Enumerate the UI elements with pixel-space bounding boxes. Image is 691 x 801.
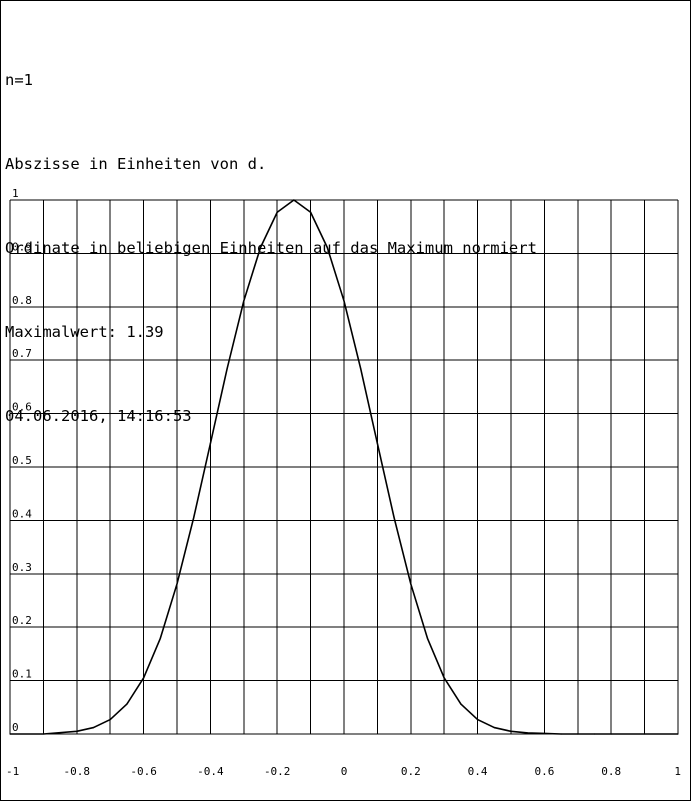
- header-ordinate-note: Ordinate in beliebigen Einheiten auf das…: [5, 239, 537, 257]
- data-point: [393, 517, 395, 519]
- x-tick-label: -0.8: [64, 765, 91, 778]
- data-point: [443, 677, 445, 679]
- y-tick-label: 0.3: [12, 561, 32, 574]
- y-tick-label: 0.7: [12, 347, 32, 360]
- x-tick-label: 0.6: [534, 765, 554, 778]
- data-point: [477, 718, 479, 721]
- data-point: [243, 300, 245, 302]
- plot-header: n=1 Abszisse in Einheiten von d. Ordinat…: [5, 10, 537, 458]
- data-point: [109, 718, 111, 721]
- x-tick-label: 0.2: [401, 765, 421, 778]
- header-max-value: Maximalwert: 1.39: [5, 323, 164, 341]
- y-tick-label: 0.2: [12, 614, 32, 627]
- y-tick-label: 0.6: [12, 401, 32, 414]
- header-n-value: n=1: [5, 71, 33, 89]
- data-point: [176, 583, 178, 585]
- data-point: [426, 637, 429, 640]
- y-tick-label: 1: [12, 187, 19, 200]
- x-tick-label: 1: [674, 765, 681, 778]
- data-point: [493, 726, 495, 729]
- y-tick-labels: 0 0.1 0.2 0.3 0.4 0.5 0.6 0.7 0.8 0.9 1: [12, 187, 32, 734]
- x-tick-label: 0.4: [468, 765, 488, 778]
- data-point: [259, 246, 262, 249]
- data-point: [126, 703, 128, 705]
- data-point: [326, 246, 328, 249]
- x-tick-label: -0.4: [197, 765, 224, 778]
- data-point: [360, 368, 362, 370]
- data-point: [410, 583, 412, 585]
- data-point: [527, 732, 529, 734]
- data-point: [543, 732, 546, 735]
- data-point: [310, 211, 312, 213]
- data-point: [593, 733, 596, 735]
- y-tick-label: 0.4: [12, 507, 32, 520]
- x-tick-label: -1: [6, 765, 19, 778]
- header-abscissa-note: Abszisse in Einheiten von d.: [5, 155, 267, 173]
- x-tick-label: 0.8: [601, 765, 621, 778]
- y-tick-label: 0.5: [12, 454, 32, 467]
- data-point: [460, 703, 462, 705]
- data-point: [226, 368, 228, 370]
- x-tick-label: -0.6: [130, 765, 157, 778]
- data-point: [610, 733, 612, 735]
- x-tick-labels: -1 -0.8 -0.6 -0.4 -0.2 0 0.2 0.4 0.6 0.8 1: [6, 765, 681, 778]
- data-point: [92, 726, 95, 729]
- chart-series-layer: [9, 199, 679, 735]
- data-point: [143, 677, 145, 679]
- data-point: [42, 733, 45, 735]
- header-timestamp: 04.06.2016, 14:16:53: [5, 407, 192, 425]
- y-tick-label: 0: [12, 721, 19, 734]
- data-point: [9, 733, 11, 735]
- data-point: [510, 730, 512, 732]
- data-point: [276, 211, 278, 213]
- x-tick-label: 0: [341, 765, 348, 778]
- y-tick-label: 0.9: [12, 240, 32, 253]
- y-tick-label: 0.8: [12, 294, 32, 307]
- data-point: [577, 733, 579, 735]
- data-point: [76, 730, 78, 732]
- data-point: [376, 442, 378, 445]
- chart-grid: [9, 199, 679, 735]
- data-point: [193, 517, 195, 519]
- data-point: [343, 300, 345, 302]
- data-point: [644, 733, 646, 735]
- data-point: [560, 733, 562, 735]
- x-tick-label: -0.2: [264, 765, 291, 778]
- data-point: [209, 442, 211, 445]
- data-point: [293, 199, 295, 201]
- data-point: [159, 637, 161, 640]
- y-tick-label: 0.1: [12, 668, 32, 681]
- data-point: [677, 733, 679, 735]
